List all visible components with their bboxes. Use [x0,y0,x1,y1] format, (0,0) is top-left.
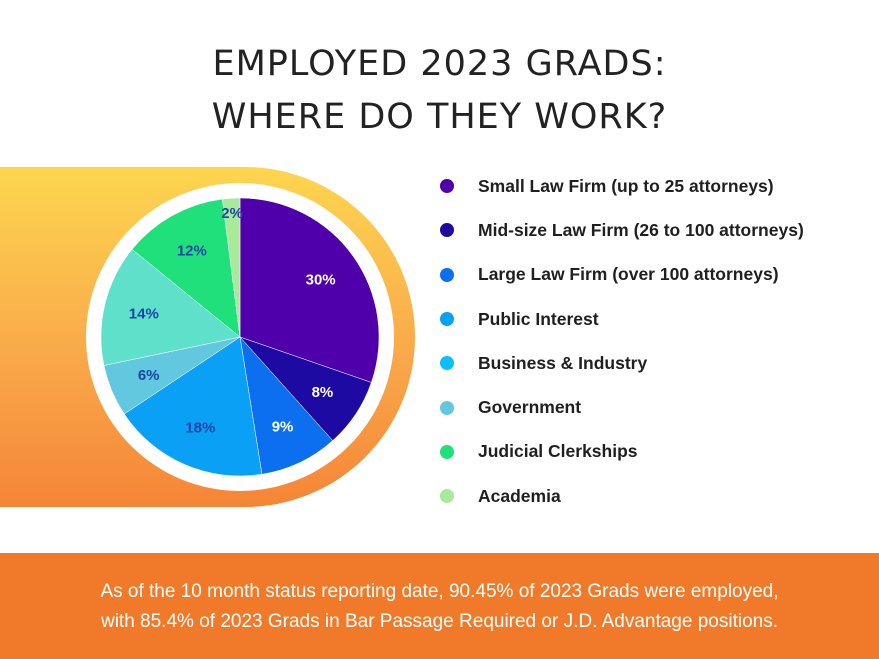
legend-swatch [440,312,454,327]
legend-label: Government [478,397,582,418]
legend-item: Government [440,385,804,429]
legend-swatch [440,223,454,238]
legend-swatch [440,267,454,282]
title-line-1: EMPLOYED 2023 GRADS: [212,44,667,84]
legend-item: Academia [440,474,804,518]
pie-slice [123,336,263,477]
legend-item: Small Law Firm (up to 25 attorneys) [440,164,804,208]
footer-line-2: with 85.4% of 2023 Grads in Bar Passage … [100,611,778,632]
legend-item: Judicial Clerkships [440,430,804,474]
legend-swatch [440,179,454,194]
legend-swatch [440,400,454,415]
pie-slice [100,249,241,366]
pie-value-label: 6% [138,367,160,384]
pie-value-label: 8% [312,384,334,401]
legend-item: Large Law Firm (over 100 attorneys) [440,253,804,297]
legend-label: Public Interest [478,308,599,329]
pie-slice [239,197,380,383]
legend-swatch [440,489,454,504]
legend-label: Large Law Firm (over 100 attorneys) [478,264,779,285]
footer-line-1: As of the 10 month status reporting date… [100,581,779,602]
pie-value-label: 18% [185,420,215,437]
legend-label: Mid-size Law Firm (26 to 100 attorneys) [478,219,804,240]
legend-item: Mid-size Law Firm (26 to 100 attorneys) [440,208,804,252]
legend-label: Business & Industry [478,352,648,373]
pie-value-label: 14% [129,306,159,323]
pie-value-labels: 30% 8% 9% 18% 6% 14% 12% 2% [129,205,336,436]
pie-slices [100,197,380,477]
chart-legend: Small Law Firm (up to 25 attorneys) Mid-s… [440,164,804,518]
legend-item: Public Interest [440,297,804,341]
legend-label: Academia [478,485,561,506]
footer-text: As of the 10 month status reporting date… [0,553,879,637]
footer-banner: As of the 10 month status reporting date… [0,553,879,659]
page-title: EMPLOYED 2023 GRADS: WHERE DO THEY WORK? [0,38,879,144]
pie-value-label: 30% [306,272,336,289]
pie-value-label: 12% [177,242,207,259]
legend-label: Small Law Firm (up to 25 attorneys) [478,175,774,196]
pie-value-label: 2% [221,205,243,222]
pie-slice [239,336,334,475]
legend-item: Business & Industry [440,341,804,385]
legend-label: Judicial Clerkships [478,441,638,462]
legend-swatch [440,444,454,459]
pie-value-label: 9% [272,418,294,435]
pie-slice [131,198,241,338]
title-line-2: WHERE DO THEY WORK? [211,97,668,137]
pie-slice [222,197,241,338]
legend-swatch [440,356,454,371]
